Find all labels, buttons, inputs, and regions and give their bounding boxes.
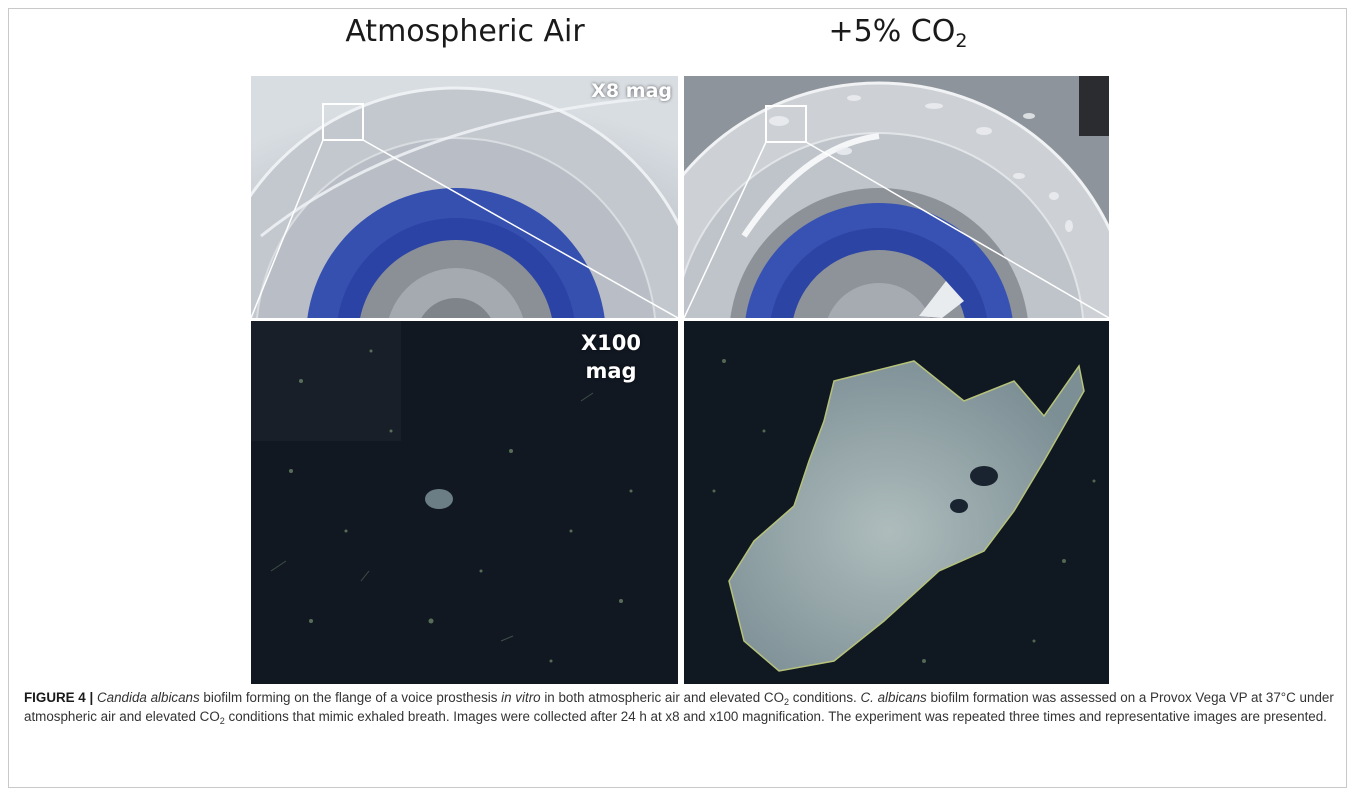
caption-species: Candida albicans	[96, 690, 200, 705]
caption-species-short: C. albicans	[860, 690, 927, 705]
photo-atmospheric-x8: X8 mag	[251, 76, 678, 318]
title-atmospheric-air: Atmospheric Air	[345, 14, 585, 49]
title-co2: +5% CO2	[828, 14, 968, 52]
caption-text: biofilm formation was assessed on a Prov…	[24, 690, 1334, 724]
mag-label-x8: X8 mag	[591, 80, 672, 102]
caption-text: conditions that mimic exhaled breath. Im…	[224, 709, 1327, 724]
caption-text: conditions.	[789, 690, 861, 705]
caption-text: biofilm forming on the flange of a voice…	[199, 690, 502, 705]
mag-label-x100: X100 mag	[580, 331, 642, 383]
caption-subscript: 2	[219, 716, 225, 726]
photo-atmospheric-x100: X100 mag	[251, 321, 678, 684]
caption-subscript: 2	[784, 697, 790, 707]
photo-co2-x8	[684, 76, 1109, 318]
caption-in-vitro: in vitro	[501, 690, 541, 705]
figure-label: FIGURE 4 |	[24, 690, 94, 705]
figure-caption: FIGURE 4 | Candida albicans biofilm form…	[24, 688, 1334, 726]
photo-co2-x100	[684, 321, 1109, 684]
caption-text: in both atmospheric air and elevated CO	[540, 690, 785, 705]
